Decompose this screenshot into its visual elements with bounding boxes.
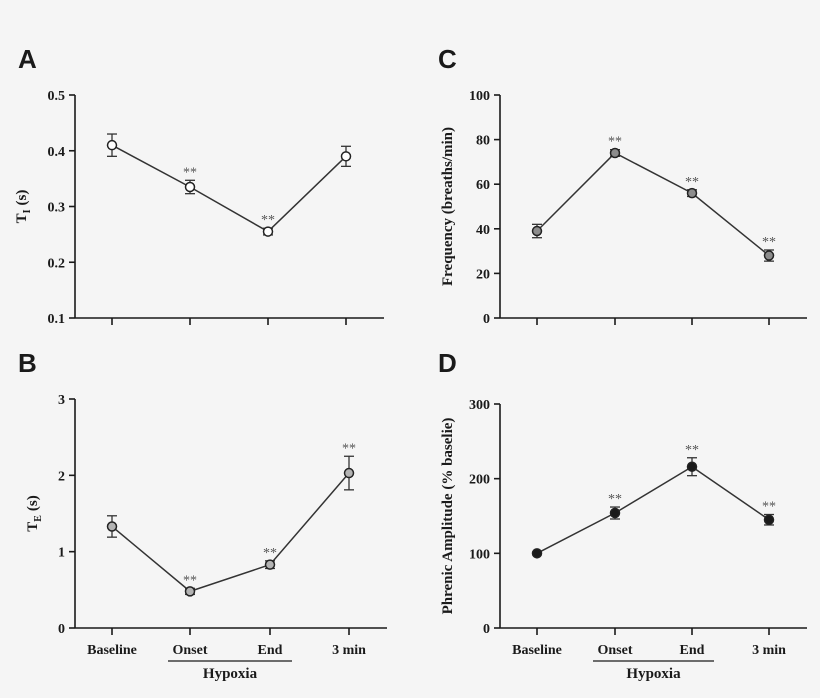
y-tick-label: 0 [483, 312, 490, 327]
significance-marker: ** [608, 135, 622, 150]
y-tick-label: 0.5 [48, 89, 66, 104]
data-point [531, 548, 543, 559]
panel-label: D [438, 348, 457, 378]
significance-marker: ** [762, 500, 776, 515]
panel-a: A 0.1 0.2 0.3 0.4 0.5 TI(s) ** ** [14, 44, 384, 327]
series-line [111, 472, 350, 593]
data-point [686, 461, 698, 472]
y-tick-label: 3 [58, 393, 65, 408]
panel-label: C [438, 44, 457, 74]
data-point [531, 225, 543, 237]
y-tick-label: 40 [476, 223, 490, 238]
x-tick-label: 3 min [752, 643, 786, 658]
y-tick-label: 0 [58, 622, 65, 637]
data-point [106, 139, 118, 151]
data-point [609, 507, 621, 519]
hypoxia-label: Hypoxia [626, 666, 681, 682]
significance-marker: ** [685, 443, 699, 458]
y-axis-title: Frequency (breaths/min) [440, 127, 456, 286]
x-tick-label: End [680, 643, 705, 658]
x-tick-label: Onset [173, 643, 208, 658]
y-axis-title: Phrenic Amplitude (% baselie) [440, 418, 456, 615]
significance-marker: ** [342, 441, 356, 456]
data-point [763, 250, 775, 261]
panel-d: D 0 100 200 300 Baseline Onset End 3 min Hypoxia P… [438, 348, 807, 682]
panel-label: A [18, 44, 37, 74]
y-tick-label: 100 [469, 547, 490, 562]
y-axis-title: TE(s) [25, 495, 44, 532]
significance-marker: ** [183, 165, 197, 180]
y-tick-label: 200 [469, 473, 490, 488]
data-point [686, 187, 698, 199]
hypoxia-label: Hypoxia [203, 666, 258, 682]
data-point [343, 467, 355, 479]
data-point [184, 586, 196, 597]
data-point [106, 521, 118, 532]
x-tick-label: 3 min [332, 643, 366, 658]
series-line [111, 144, 347, 233]
significance-marker: ** [183, 573, 197, 588]
y-tick-label: 0.1 [48, 312, 66, 327]
x-tick-label: Baseline [87, 643, 137, 658]
significance-marker: ** [261, 213, 275, 228]
y-tick-label: 0.3 [48, 201, 66, 216]
x-tick-label: Baseline [512, 643, 562, 658]
y-tick-label: 80 [476, 134, 490, 149]
y-tick-label: 2 [58, 469, 65, 484]
y-tick-label: 0 [483, 622, 490, 637]
y-tick-label: 20 [476, 267, 490, 282]
panel-c: C 0 20 40 60 80 100 Frequency (breaths/min) ** **… [438, 44, 807, 327]
y-axis-title: TI(s) [14, 190, 33, 224]
data-point [763, 514, 775, 525]
y-tick-label: 100 [469, 89, 490, 104]
data-point [340, 151, 352, 162]
significance-marker: ** [762, 235, 776, 250]
panel-label: B [18, 348, 37, 378]
x-tick-label: End [258, 643, 283, 658]
y-tick-label: 60 [476, 178, 490, 193]
data-point [184, 181, 196, 193]
x-tick-label: Onset [598, 643, 633, 658]
series-line [536, 465, 770, 554]
series-line [536, 152, 770, 257]
significance-marker: ** [608, 492, 622, 507]
data-point [262, 226, 274, 237]
data-point [609, 147, 621, 159]
y-tick-label: 0.4 [48, 145, 66, 160]
data-point [264, 559, 276, 570]
significance-marker: ** [263, 546, 277, 561]
y-tick-label: 300 [469, 398, 490, 413]
panel-b: B 0 1 2 3 Baseline Onset End 3 min Hypoxia TE(s) **… [18, 348, 387, 682]
y-tick-label: 0.2 [48, 256, 66, 271]
y-tick-label: 1 [58, 546, 65, 561]
significance-marker: ** [685, 175, 699, 190]
